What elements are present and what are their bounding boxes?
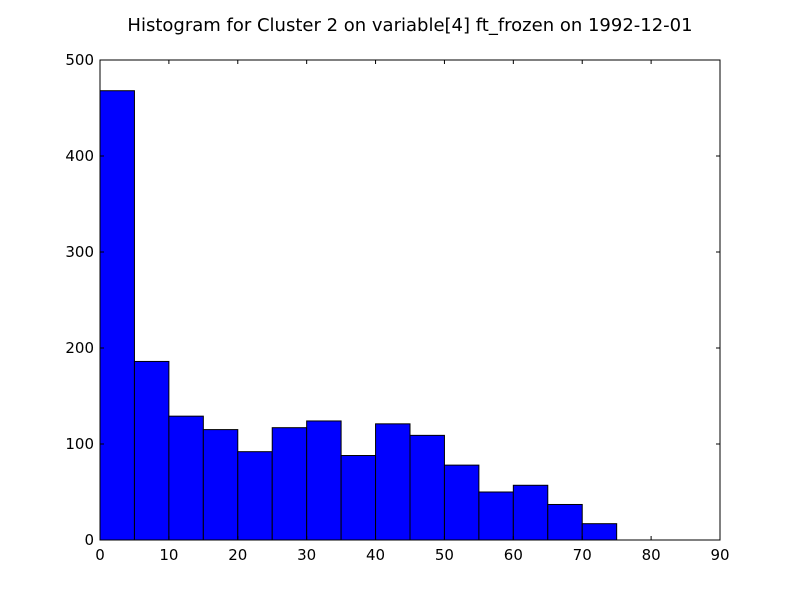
histogram-bar-8 [375, 423, 411, 541]
x-tick-labels: 0 10 20 30 40 50 60 70 80 90 [95, 546, 729, 564]
histogram-bar-3 [202, 429, 239, 541]
x-tick-label-4: 40 [366, 546, 385, 564]
y-tick-label-2: 200 [65, 339, 94, 357]
x-tick-label-2: 20 [228, 546, 247, 564]
histogram-bar-12 [512, 484, 549, 541]
x-tick-label-6: 60 [504, 546, 523, 564]
histogram-bar-11 [478, 491, 514, 541]
x-tick-label-0: 0 [95, 546, 105, 564]
histogram-bar-0 [99, 90, 135, 541]
y-tick-label-5: 500 [65, 51, 94, 69]
y-tick-label-3: 300 [65, 243, 94, 261]
histogram-bar-5 [271, 427, 308, 541]
y-tick-labels: 0 100 200 300 400 500 [65, 51, 94, 549]
x-tick-label-8: 80 [642, 546, 661, 564]
bars-group [99, 90, 618, 541]
histogram-bar-14 [581, 523, 618, 541]
histogram-bar-4 [237, 451, 273, 541]
x-tick-label-5: 50 [435, 546, 454, 564]
ticks-group [99, 59, 721, 541]
histogram-bar-10 [443, 464, 480, 541]
y-tick-label-4: 400 [65, 147, 94, 165]
y-tick-label-0: 0 [84, 531, 94, 549]
x-tick-label-7: 70 [573, 546, 592, 564]
histogram-bar-6 [306, 420, 342, 541]
histogram-bar-9 [409, 434, 445, 541]
x-tick-label-1: 10 [159, 546, 178, 564]
x-tick-label-3: 30 [297, 546, 316, 564]
chart-title: Histogram for Cluster 2 on variable[4] f… [127, 15, 692, 36]
histogram-bar-7 [340, 455, 377, 541]
x-tick-label-9: 90 [710, 546, 729, 564]
histogram-bar-1 [133, 360, 170, 541]
plot-frame [99, 59, 721, 541]
histogram-bar-13 [547, 503, 583, 541]
y-tick-label-1: 100 [65, 435, 94, 453]
histogram-bar-2 [168, 415, 204, 541]
